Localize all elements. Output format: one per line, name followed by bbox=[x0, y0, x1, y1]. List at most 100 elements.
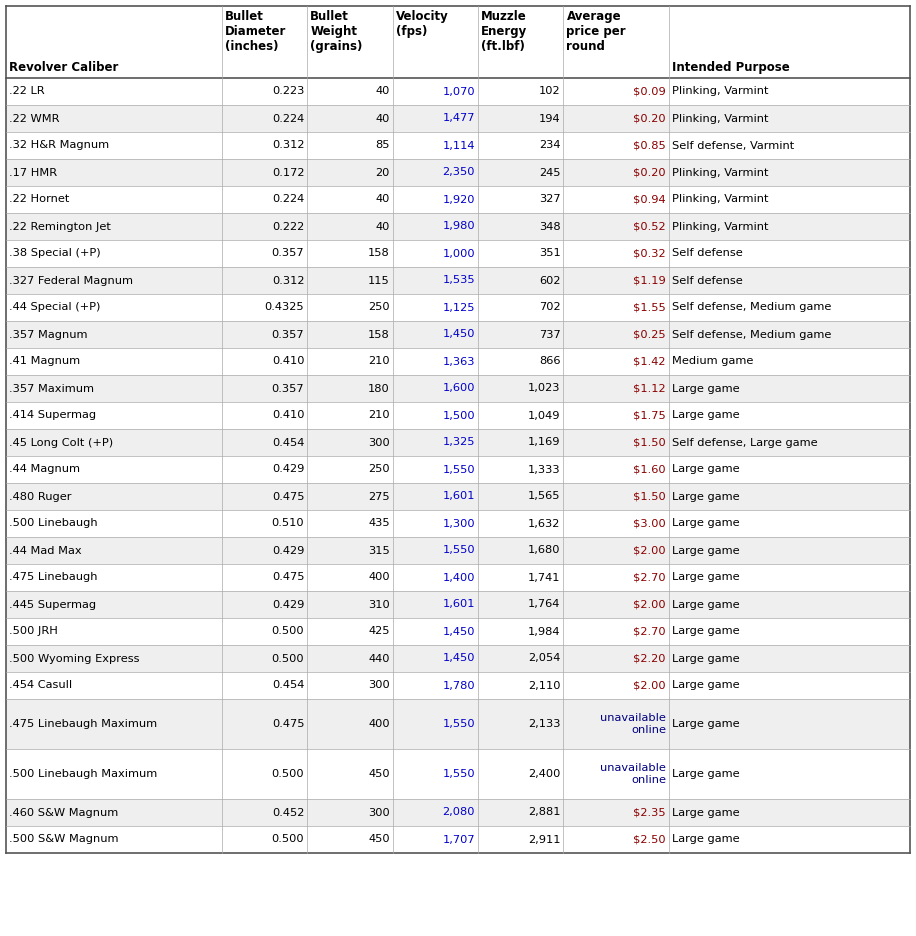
Bar bbox=[6, 6, 910, 78]
Text: Medium game: Medium game bbox=[672, 357, 753, 367]
Text: 2,133: 2,133 bbox=[528, 719, 561, 729]
Text: Large game: Large game bbox=[672, 599, 739, 609]
Text: 234: 234 bbox=[539, 140, 561, 151]
Text: 1,565: 1,565 bbox=[528, 491, 561, 502]
Bar bbox=[6, 537, 910, 564]
Text: 1,550: 1,550 bbox=[442, 719, 475, 729]
Bar bbox=[6, 294, 910, 321]
Text: .500 Wyoming Express: .500 Wyoming Express bbox=[9, 653, 139, 664]
Text: 194: 194 bbox=[539, 113, 561, 124]
Text: 0.222: 0.222 bbox=[272, 222, 304, 231]
Bar bbox=[6, 618, 910, 645]
Text: 1,601: 1,601 bbox=[442, 599, 475, 609]
Text: 300: 300 bbox=[368, 808, 389, 817]
Text: 180: 180 bbox=[368, 384, 389, 393]
Text: .357 Maximum: .357 Maximum bbox=[9, 384, 94, 393]
Text: 1,980: 1,980 bbox=[442, 222, 475, 231]
Text: $1.75: $1.75 bbox=[633, 411, 666, 420]
Text: 40: 40 bbox=[376, 195, 389, 204]
Text: $1.19: $1.19 bbox=[633, 275, 666, 285]
Text: 0.510: 0.510 bbox=[272, 519, 304, 529]
Text: $3.00: $3.00 bbox=[633, 519, 666, 529]
Text: 115: 115 bbox=[368, 275, 389, 285]
Text: Large game: Large game bbox=[672, 769, 739, 779]
Bar bbox=[6, 267, 910, 294]
Text: 2,110: 2,110 bbox=[528, 680, 561, 691]
Text: 0.500: 0.500 bbox=[272, 626, 304, 636]
Text: 1,550: 1,550 bbox=[442, 546, 475, 555]
Text: Bullet
Weight
(grains): Bullet Weight (grains) bbox=[311, 10, 363, 53]
Text: $1.55: $1.55 bbox=[633, 302, 666, 313]
Text: $2.70: $2.70 bbox=[633, 626, 666, 636]
Text: 0.500: 0.500 bbox=[272, 653, 304, 664]
Text: 1,450: 1,450 bbox=[442, 626, 475, 636]
Text: 0.4325: 0.4325 bbox=[265, 302, 304, 313]
Text: 2,911: 2,911 bbox=[528, 835, 561, 844]
Bar bbox=[6, 591, 910, 618]
Text: Large game: Large game bbox=[672, 519, 739, 529]
Text: Plinking, Varmint: Plinking, Varmint bbox=[672, 168, 769, 178]
Text: 351: 351 bbox=[539, 248, 561, 258]
Text: .22 LR: .22 LR bbox=[9, 86, 45, 96]
Text: $1.60: $1.60 bbox=[633, 464, 666, 475]
Text: 0.172: 0.172 bbox=[272, 168, 304, 178]
Bar bbox=[6, 456, 910, 483]
Text: Self defense: Self defense bbox=[672, 248, 743, 258]
Text: $0.52: $0.52 bbox=[633, 222, 666, 231]
Text: 1,707: 1,707 bbox=[442, 835, 475, 844]
Bar bbox=[6, 564, 910, 591]
Text: 1,363: 1,363 bbox=[442, 357, 475, 367]
Text: Self defense, Medium game: Self defense, Medium game bbox=[672, 329, 832, 340]
Text: 1,450: 1,450 bbox=[442, 653, 475, 664]
Text: .500 Linebaugh Maximum: .500 Linebaugh Maximum bbox=[9, 769, 158, 779]
Text: 158: 158 bbox=[368, 329, 389, 340]
Text: 1,125: 1,125 bbox=[442, 302, 475, 313]
Text: 1,920: 1,920 bbox=[442, 195, 475, 204]
Text: Self defense, Medium game: Self defense, Medium game bbox=[672, 302, 832, 313]
Text: 1,680: 1,680 bbox=[528, 546, 561, 555]
Text: 327: 327 bbox=[539, 195, 561, 204]
Text: 1,114: 1,114 bbox=[442, 140, 475, 151]
Bar bbox=[6, 402, 910, 429]
Text: 40: 40 bbox=[376, 113, 389, 124]
Text: .500 JRH: .500 JRH bbox=[9, 626, 58, 636]
Text: Large game: Large game bbox=[672, 626, 739, 636]
Text: 1,400: 1,400 bbox=[442, 573, 475, 582]
Bar bbox=[6, 375, 910, 402]
Text: $1.50: $1.50 bbox=[633, 491, 666, 502]
Text: Large game: Large game bbox=[672, 573, 739, 582]
Text: $0.94: $0.94 bbox=[633, 195, 666, 204]
Text: 2,080: 2,080 bbox=[442, 808, 475, 817]
Bar bbox=[6, 240, 910, 267]
Bar bbox=[6, 78, 910, 105]
Text: 1,169: 1,169 bbox=[528, 437, 561, 447]
Text: 315: 315 bbox=[368, 546, 389, 555]
Text: .500 Linebaugh: .500 Linebaugh bbox=[9, 519, 98, 529]
Text: 400: 400 bbox=[368, 719, 389, 729]
Text: .475 Linebaugh: .475 Linebaugh bbox=[9, 573, 97, 582]
Text: .22 Hornet: .22 Hornet bbox=[9, 195, 70, 204]
Text: 0.429: 0.429 bbox=[272, 599, 304, 609]
Text: 0.312: 0.312 bbox=[272, 275, 304, 285]
Text: 0.224: 0.224 bbox=[272, 195, 304, 204]
Text: 0.454: 0.454 bbox=[272, 437, 304, 447]
Text: $2.00: $2.00 bbox=[633, 680, 666, 691]
Text: 245: 245 bbox=[539, 168, 561, 178]
Text: Large game: Large game bbox=[672, 653, 739, 664]
Text: 2,400: 2,400 bbox=[529, 769, 561, 779]
Text: 0.357: 0.357 bbox=[272, 384, 304, 393]
Text: Self defense: Self defense bbox=[672, 275, 743, 285]
Text: 300: 300 bbox=[368, 437, 389, 447]
Text: 425: 425 bbox=[368, 626, 389, 636]
Text: 1,632: 1,632 bbox=[529, 519, 561, 529]
Text: .414 Supermag: .414 Supermag bbox=[9, 411, 96, 420]
Text: Large game: Large game bbox=[672, 546, 739, 555]
Text: .460 S&W Magnum: .460 S&W Magnum bbox=[9, 808, 118, 817]
Text: 450: 450 bbox=[368, 835, 389, 844]
Bar bbox=[6, 672, 910, 699]
Text: 0.454: 0.454 bbox=[272, 680, 304, 691]
Text: Large game: Large game bbox=[672, 491, 739, 502]
Text: $2.35: $2.35 bbox=[633, 808, 666, 817]
Bar bbox=[6, 348, 910, 375]
Text: 250: 250 bbox=[368, 464, 389, 475]
